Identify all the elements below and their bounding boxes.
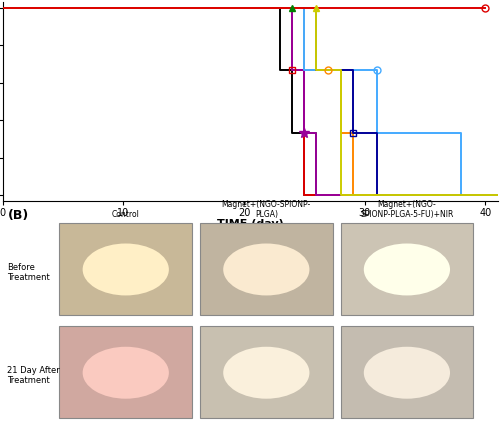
- X-axis label: TIME (day): TIME (day): [216, 219, 284, 229]
- FancyBboxPatch shape: [60, 223, 192, 315]
- Text: Magnet+(NGO-
SPIONP-PLGA-5-FU)+NIR: Magnet+(NGO- SPIONP-PLGA-5-FU)+NIR: [360, 200, 454, 219]
- Ellipse shape: [364, 244, 450, 296]
- Text: Before
Treatment: Before Treatment: [8, 263, 50, 282]
- FancyBboxPatch shape: [340, 223, 473, 315]
- Ellipse shape: [223, 347, 310, 399]
- Text: 21 Day After
Treatment: 21 Day After Treatment: [8, 366, 60, 385]
- FancyBboxPatch shape: [200, 326, 332, 418]
- Ellipse shape: [364, 347, 450, 399]
- Text: Magnet+(NGO-SPIONP-
PLGA): Magnet+(NGO-SPIONP- PLGA): [222, 200, 311, 219]
- FancyBboxPatch shape: [60, 326, 192, 418]
- FancyBboxPatch shape: [340, 326, 473, 418]
- Ellipse shape: [82, 347, 169, 399]
- Ellipse shape: [223, 244, 310, 296]
- Ellipse shape: [82, 244, 169, 296]
- Text: (B): (B): [8, 209, 28, 222]
- Text: Control: Control: [112, 210, 140, 219]
- FancyBboxPatch shape: [200, 223, 332, 315]
